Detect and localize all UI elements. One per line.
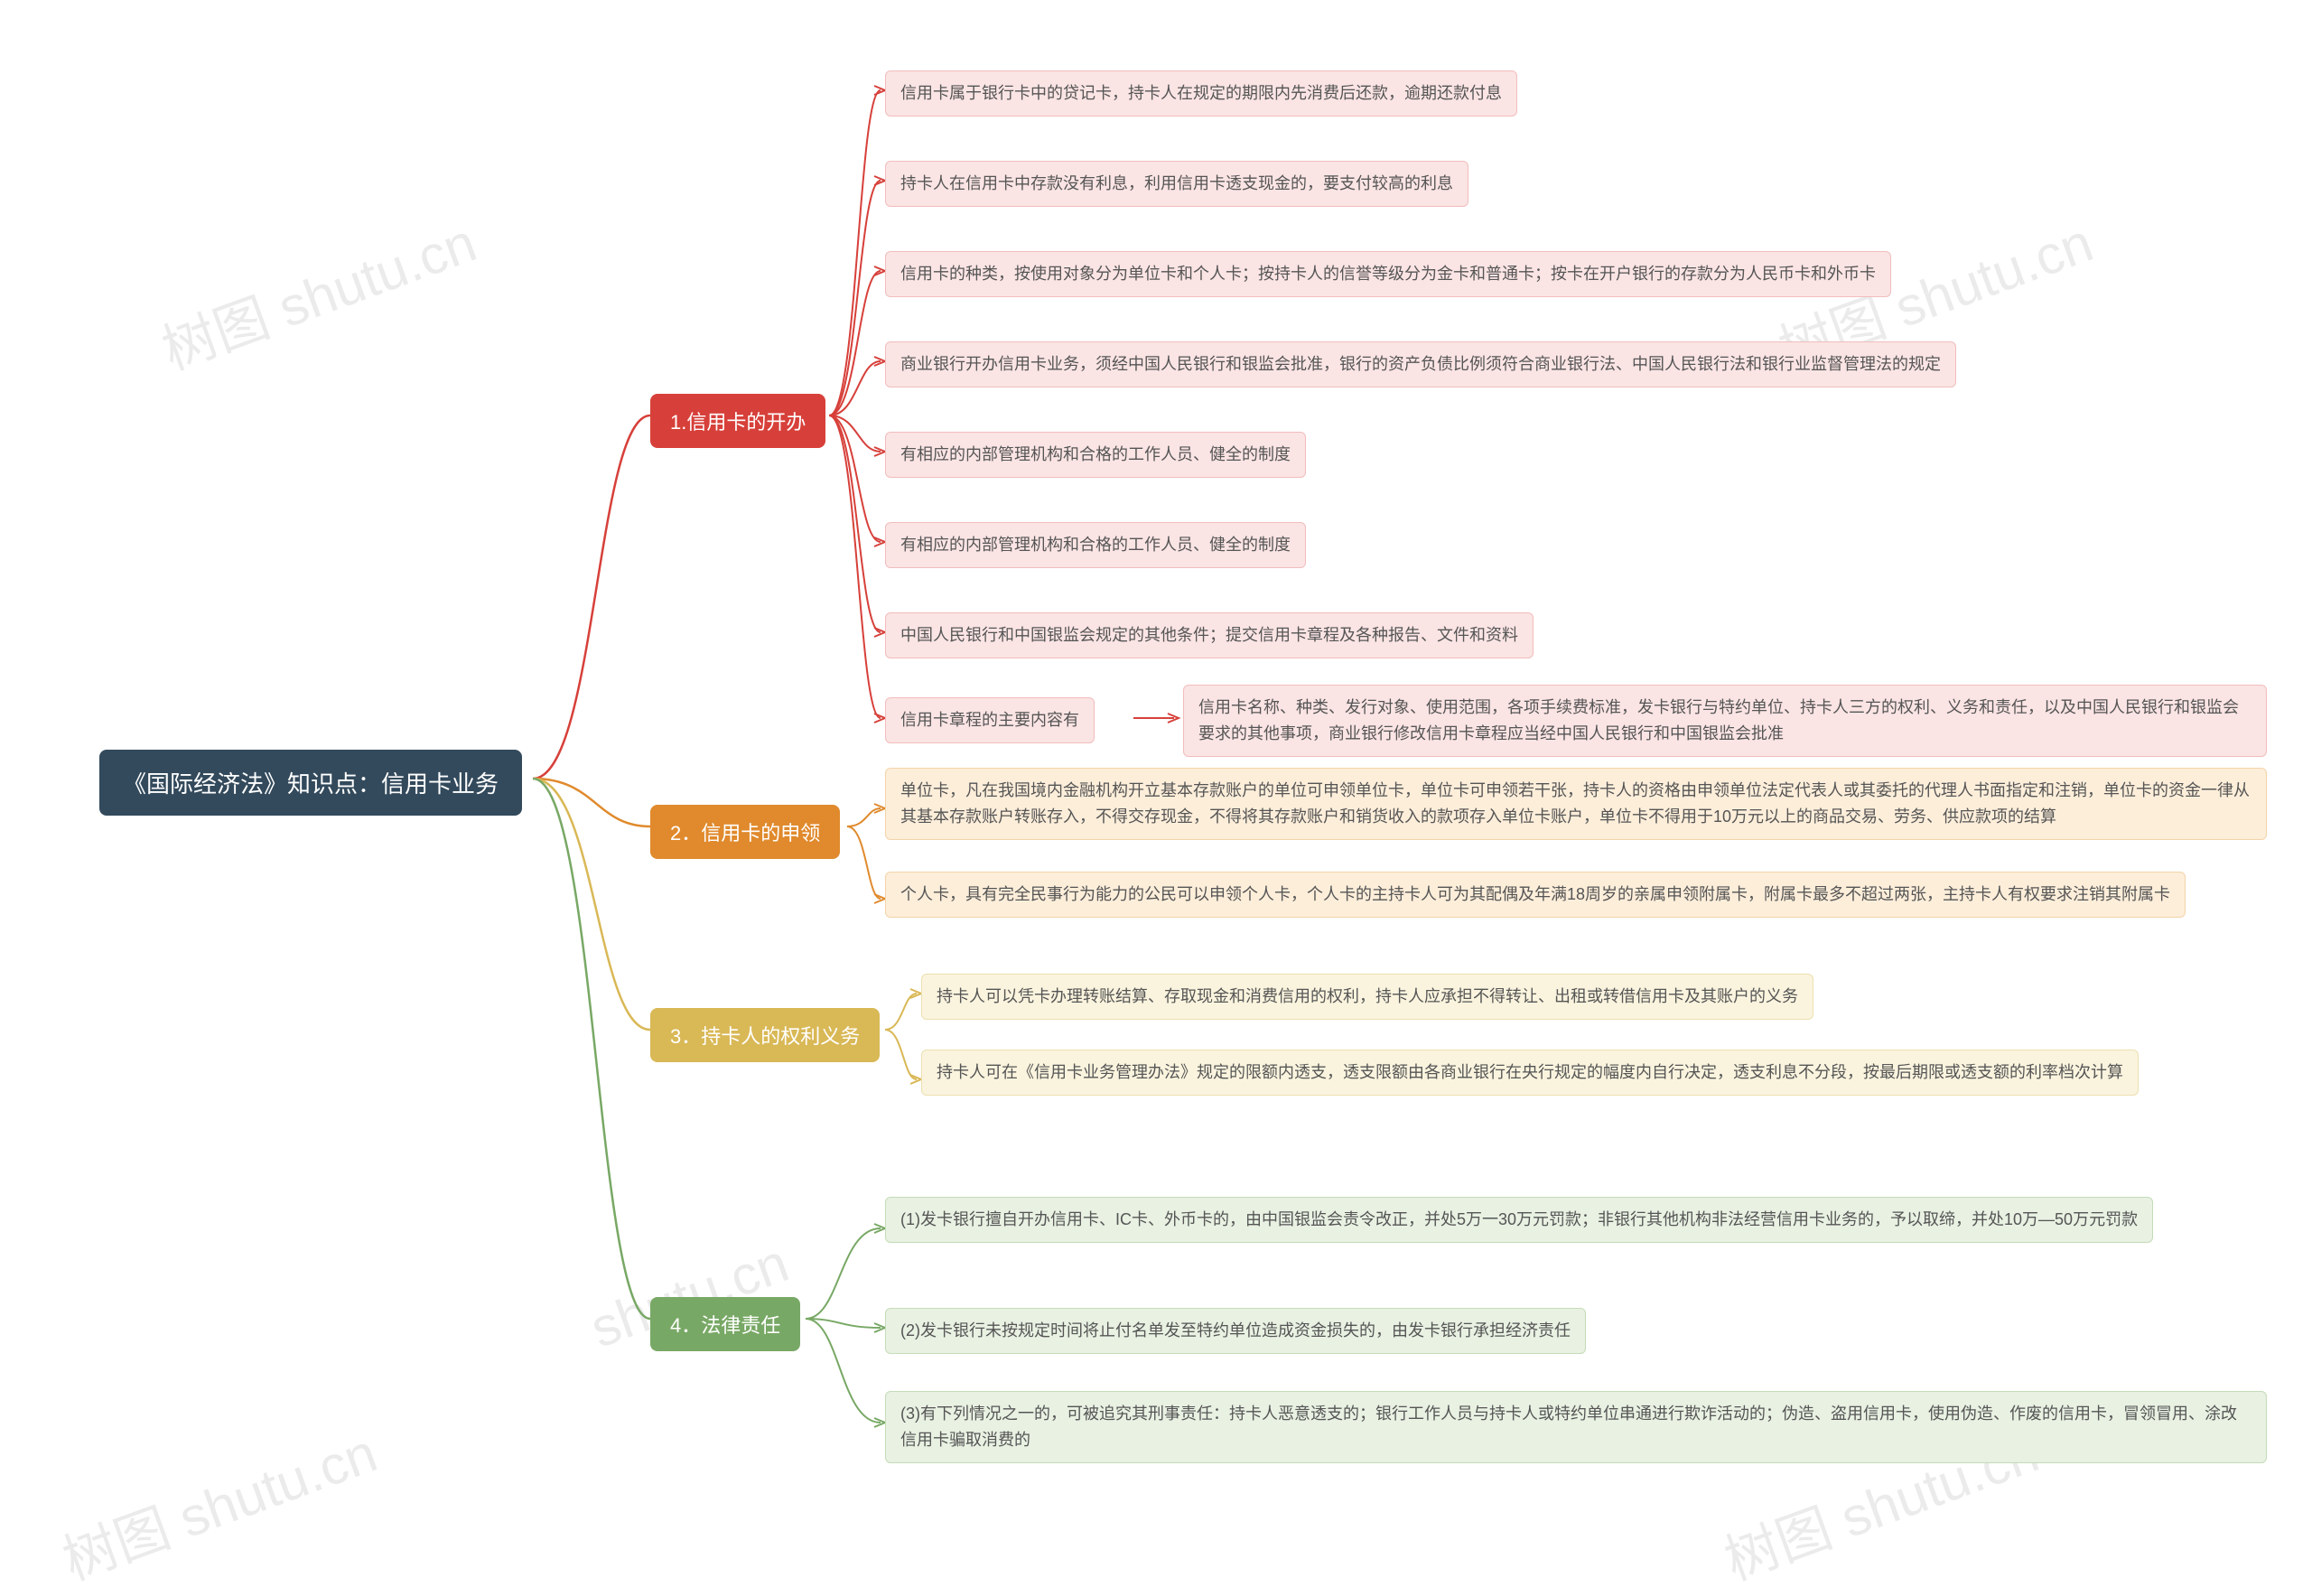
watermark-1: 树图 shutu.cn xyxy=(150,199,485,385)
branch-1: 1.信用卡的开办 xyxy=(650,394,825,448)
branch-1-leaf-4: 有相应的内部管理机构和合格的工作人员、健全的制度 xyxy=(885,432,1306,478)
branch-3-leaf-0: 持卡人可以凭卡办理转账结算、存取现金和消费信用的权利，持卡人应承担不得转让、出租… xyxy=(921,974,1813,1020)
branch-4-leaf-1: (2)发卡银行未按规定时间将止付名单发至特约单位造成资金损失的，由发卡银行承担经… xyxy=(885,1308,1586,1354)
watermark-4: 树图 shutu.cn xyxy=(51,1409,386,1595)
branch-1-leaf-5: 有相应的内部管理机构和合格的工作人员、健全的制度 xyxy=(885,522,1306,568)
branch-1-sub: 信用卡章程的主要内容有 xyxy=(885,697,1095,743)
branch-3-leaf-1: 持卡人可在《信用卡业务管理办法》规定的限额内透支，透支限额由各商业银行在央行规定… xyxy=(921,1050,2139,1096)
branch-3: 3．持卡人的权利义务 xyxy=(650,1008,880,1062)
branch-1-leaf-1: 持卡人在信用卡中存款没有利息，利用信用卡透支现金的，要支付较高的利息 xyxy=(885,161,1468,207)
root-node: 《国际经济法》知识点：信用卡业务 xyxy=(99,750,522,816)
branch-1-leaf-6: 中国人民银行和中国银监会规定的其他条件；提交信用卡章程及各种报告、文件和资料 xyxy=(885,612,1534,658)
branch-4-leaf-0: (1)发卡银行擅自开办信用卡、IC卡、外币卡的，由中国银监会责令改正，并处5万一… xyxy=(885,1197,2153,1243)
branch-2: 2．信用卡的申领 xyxy=(650,805,840,859)
branch-1-leaf-3: 商业银行开办信用卡业务，须经中国人民银行和银监会批准，银行的资产负债比例须符合商… xyxy=(885,341,1956,387)
branch-2-leaf-0: 单位卡，凡在我国境内金融机构开立基本存款账户的单位可申领单位卡，单位卡可申领若干… xyxy=(885,768,2267,840)
branch-1-leaf-2: 信用卡的种类，按使用对象分为单位卡和个人卡；按持卡人的信誉等级分为金卡和普通卡；… xyxy=(885,251,1891,297)
branch-1-leaf-0: 信用卡属于银行卡中的贷记卡，持卡人在规定的期限内先消费后还款，逾期还款付息 xyxy=(885,70,1517,117)
branch-4: 4．法律责任 xyxy=(650,1297,800,1351)
branch-1-sub-leaf: 信用卡名称、种类、发行对象、使用范围，各项手续费标准，发卡银行与特约单位、持卡人… xyxy=(1183,685,2267,757)
branch-2-leaf-1: 个人卡，具有完全民事行为能力的公民可以申领个人卡，个人卡的主持卡人可为其配偶及年… xyxy=(885,872,2186,918)
branch-4-leaf-2: (3)有下列情况之一的，可被追究其刑事责任：持卡人恶意透支的；银行工作人员与持卡… xyxy=(885,1391,2267,1463)
